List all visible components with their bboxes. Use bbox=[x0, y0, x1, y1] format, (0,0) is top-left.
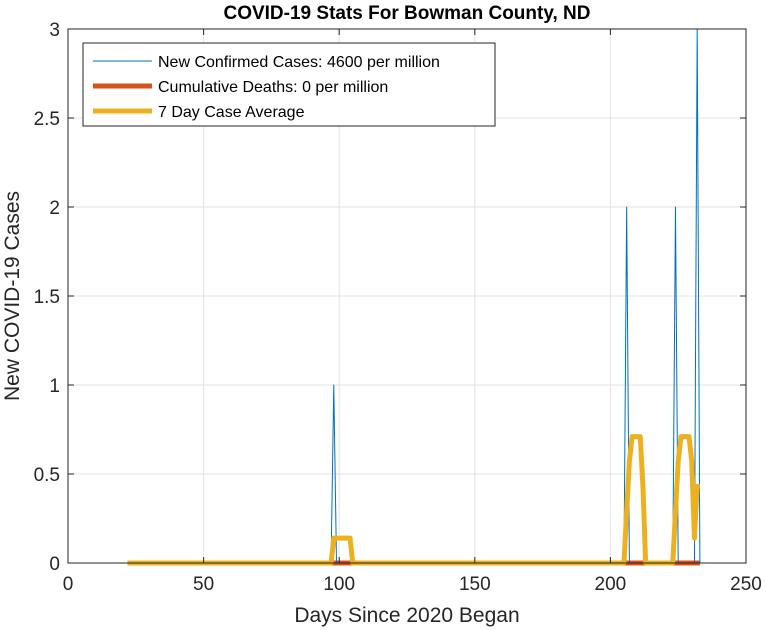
x-tick-label: 100 bbox=[323, 574, 355, 595]
y-tick-label: 1.5 bbox=[34, 287, 60, 308]
y-tick-label: 1 bbox=[49, 376, 60, 397]
y-tick-label: 3 bbox=[49, 20, 60, 41]
chart-title: COVID-19 Stats For Bowman County, ND bbox=[223, 3, 590, 24]
x-tick-label: 50 bbox=[193, 574, 214, 595]
legend: New Confirmed Cases: 4600 per million Cu… bbox=[82, 42, 496, 127]
legend-label-cumulative-deaths: Cumulative Deaths: 0 per million bbox=[158, 79, 388, 96]
y-tick-label: 0 bbox=[49, 554, 60, 575]
series-line-7-day-average bbox=[127, 434, 700, 566]
x-tick-label: 200 bbox=[595, 574, 627, 595]
x-tick-label: 150 bbox=[459, 574, 491, 595]
legend-label-7-day-average: 7 Day Case Average bbox=[158, 104, 305, 121]
y-axis-label: New COVID-19 Cases bbox=[1, 191, 24, 401]
legend-label-new-cases: New Confirmed Cases: 4600 per million bbox=[158, 54, 440, 71]
x-tick-label: 0 bbox=[63, 574, 74, 595]
y-tick-label: 2.5 bbox=[34, 109, 60, 130]
x-tick-label: 250 bbox=[730, 574, 762, 595]
x-axis-label: Days Since 2020 Began bbox=[294, 604, 519, 627]
y-tick-label: 2 bbox=[49, 198, 60, 219]
axis-ticks: 0 50 100 150 200 250 0 0.5 1 1.5 2 2.5 3 bbox=[34, 20, 762, 595]
y-tick-label: 0.5 bbox=[34, 465, 60, 486]
